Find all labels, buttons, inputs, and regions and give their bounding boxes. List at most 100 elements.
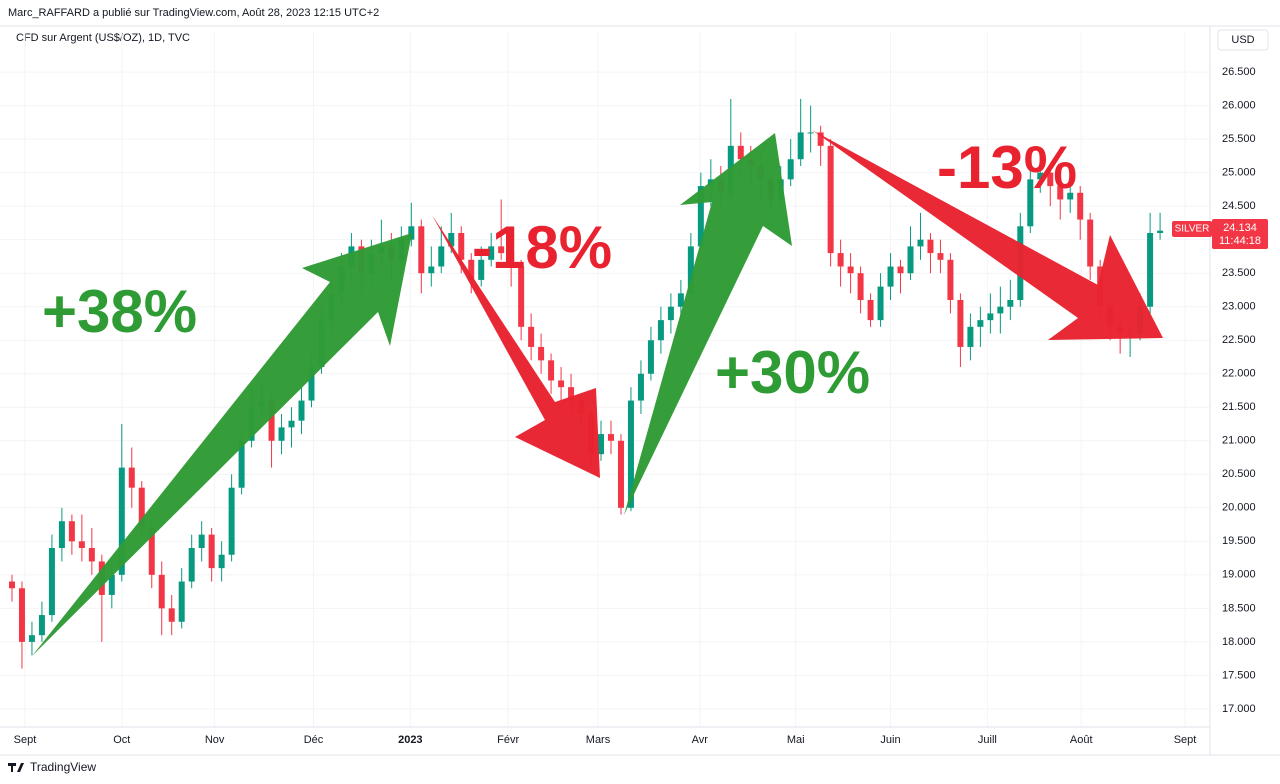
candle-body: [667, 306, 674, 321]
candle-body: [1067, 192, 1074, 200]
candle-body: [508, 253, 515, 267]
chart-title: CFD sur Argent (US$/OZ), 1D, TVC: [16, 32, 190, 44]
y-tick-label: 24.500: [1222, 200, 1256, 212]
candle-body: [78, 541, 85, 549]
candle-body: [737, 145, 744, 160]
candle-body: [408, 226, 415, 240]
y-tick-label: 26.500: [1222, 66, 1256, 78]
candle-body: [88, 548, 95, 562]
symbol-label: SILVER: [1175, 224, 1210, 235]
y-tick-label: 21.500: [1222, 401, 1256, 413]
candle-body: [268, 400, 275, 441]
x-tick-label: Déc: [304, 734, 324, 746]
candle-body: [907, 246, 914, 274]
x-tick-label: Juill: [978, 734, 997, 746]
candle-body: [108, 574, 115, 595]
candle-body: [1027, 179, 1034, 227]
y-tick-label: 19.500: [1222, 535, 1256, 547]
candle-body: [997, 306, 1004, 314]
candle-body: [977, 320, 984, 327]
candle-body: [298, 400, 305, 421]
candle-body: [1077, 192, 1084, 220]
price-tag: [1212, 219, 1268, 249]
candle-body: [817, 132, 824, 146]
candle-body: [308, 367, 315, 401]
annotation: -18%: [472, 214, 612, 281]
candle-body: [607, 434, 614, 441]
candle-body: [697, 186, 704, 247]
candle-body: [1047, 172, 1054, 187]
candle-body: [927, 239, 934, 254]
y-tick-label: 22.500: [1222, 334, 1256, 346]
candle-body: [957, 300, 964, 347]
y-tick-label: 21.000: [1222, 435, 1256, 447]
candle-body: [1087, 219, 1094, 267]
brand-logo: [8, 763, 24, 772]
candle-body: [148, 527, 155, 575]
candle-body: [418, 226, 425, 274]
candle-body: [28, 635, 35, 642]
candle-body: [568, 387, 575, 401]
candle-body: [448, 232, 455, 247]
y-tick-label: 25.000: [1222, 167, 1256, 179]
candle-body: [847, 266, 854, 274]
candle-body: [548, 360, 555, 381]
candle-body: [647, 340, 654, 374]
candle-body: [627, 400, 634, 508]
y-tick-label: 20.000: [1222, 502, 1256, 514]
x-tick-label: Févr: [497, 734, 519, 746]
candle-body: [428, 266, 435, 274]
candle-body: [488, 246, 495, 260]
candle-body: [837, 253, 844, 267]
candle-body: [857, 273, 864, 301]
candle-body: [128, 467, 135, 488]
last-price: 24.134: [1223, 222, 1257, 234]
candle-body: [617, 440, 624, 508]
candle-body: [877, 286, 884, 321]
currency[interactable]: USD: [1231, 34, 1254, 46]
candle-body: [48, 548, 55, 616]
candle-body: [1147, 232, 1154, 307]
candle-body: [468, 259, 475, 280]
y-axis: 17.000 17.500 18.000 18.500 19.000 19.500 20.0…: [1222, 66, 1256, 715]
candle-body: [288, 420, 295, 428]
x-tick-label: Mai: [787, 734, 805, 746]
currency-box[interactable]: [1217, 29, 1269, 51]
candle-body: [58, 521, 65, 549]
annotation: +30%: [715, 339, 870, 406]
candle-body: [987, 313, 994, 321]
candle-body: [158, 574, 165, 609]
arrow: [624, 133, 792, 515]
candle-body: [1057, 186, 1064, 200]
candle-body: [478, 259, 485, 280]
y-tick-label: 23.000: [1222, 301, 1256, 313]
x-tick-label: Oct: [113, 734, 130, 746]
candle-body: [917, 239, 924, 247]
arrows: [32, 130, 1163, 656]
x-tick-label: Avr: [692, 734, 709, 746]
candle-body: [947, 259, 954, 301]
candle-body: [657, 320, 664, 341]
x-tick-label: Juin: [880, 734, 900, 746]
x-tick-label: Sept: [1174, 734, 1197, 746]
candle-body: [637, 373, 644, 401]
x-tick-label: Sept: [14, 734, 37, 746]
y-tick-label: 23.500: [1222, 267, 1256, 279]
candle-body: [228, 487, 235, 555]
candle-body: [1007, 300, 1014, 307]
candle-body: [1037, 172, 1044, 180]
arrow: [32, 233, 412, 656]
y-tick-label: 26.000: [1222, 100, 1256, 112]
y-tick-label: 19.000: [1222, 569, 1256, 581]
candle-body: [118, 467, 125, 575]
candle-body: [807, 132, 814, 134]
x-tick-label: 2023: [398, 734, 422, 746]
candle-body: [458, 232, 465, 260]
candle-body: [687, 246, 694, 294]
y-tick-label: 25.500: [1222, 133, 1256, 145]
candle-body: [438, 246, 445, 267]
symbol-tag: [1172, 221, 1212, 237]
candle-body: [198, 534, 205, 549]
candle-body: [68, 521, 75, 542]
